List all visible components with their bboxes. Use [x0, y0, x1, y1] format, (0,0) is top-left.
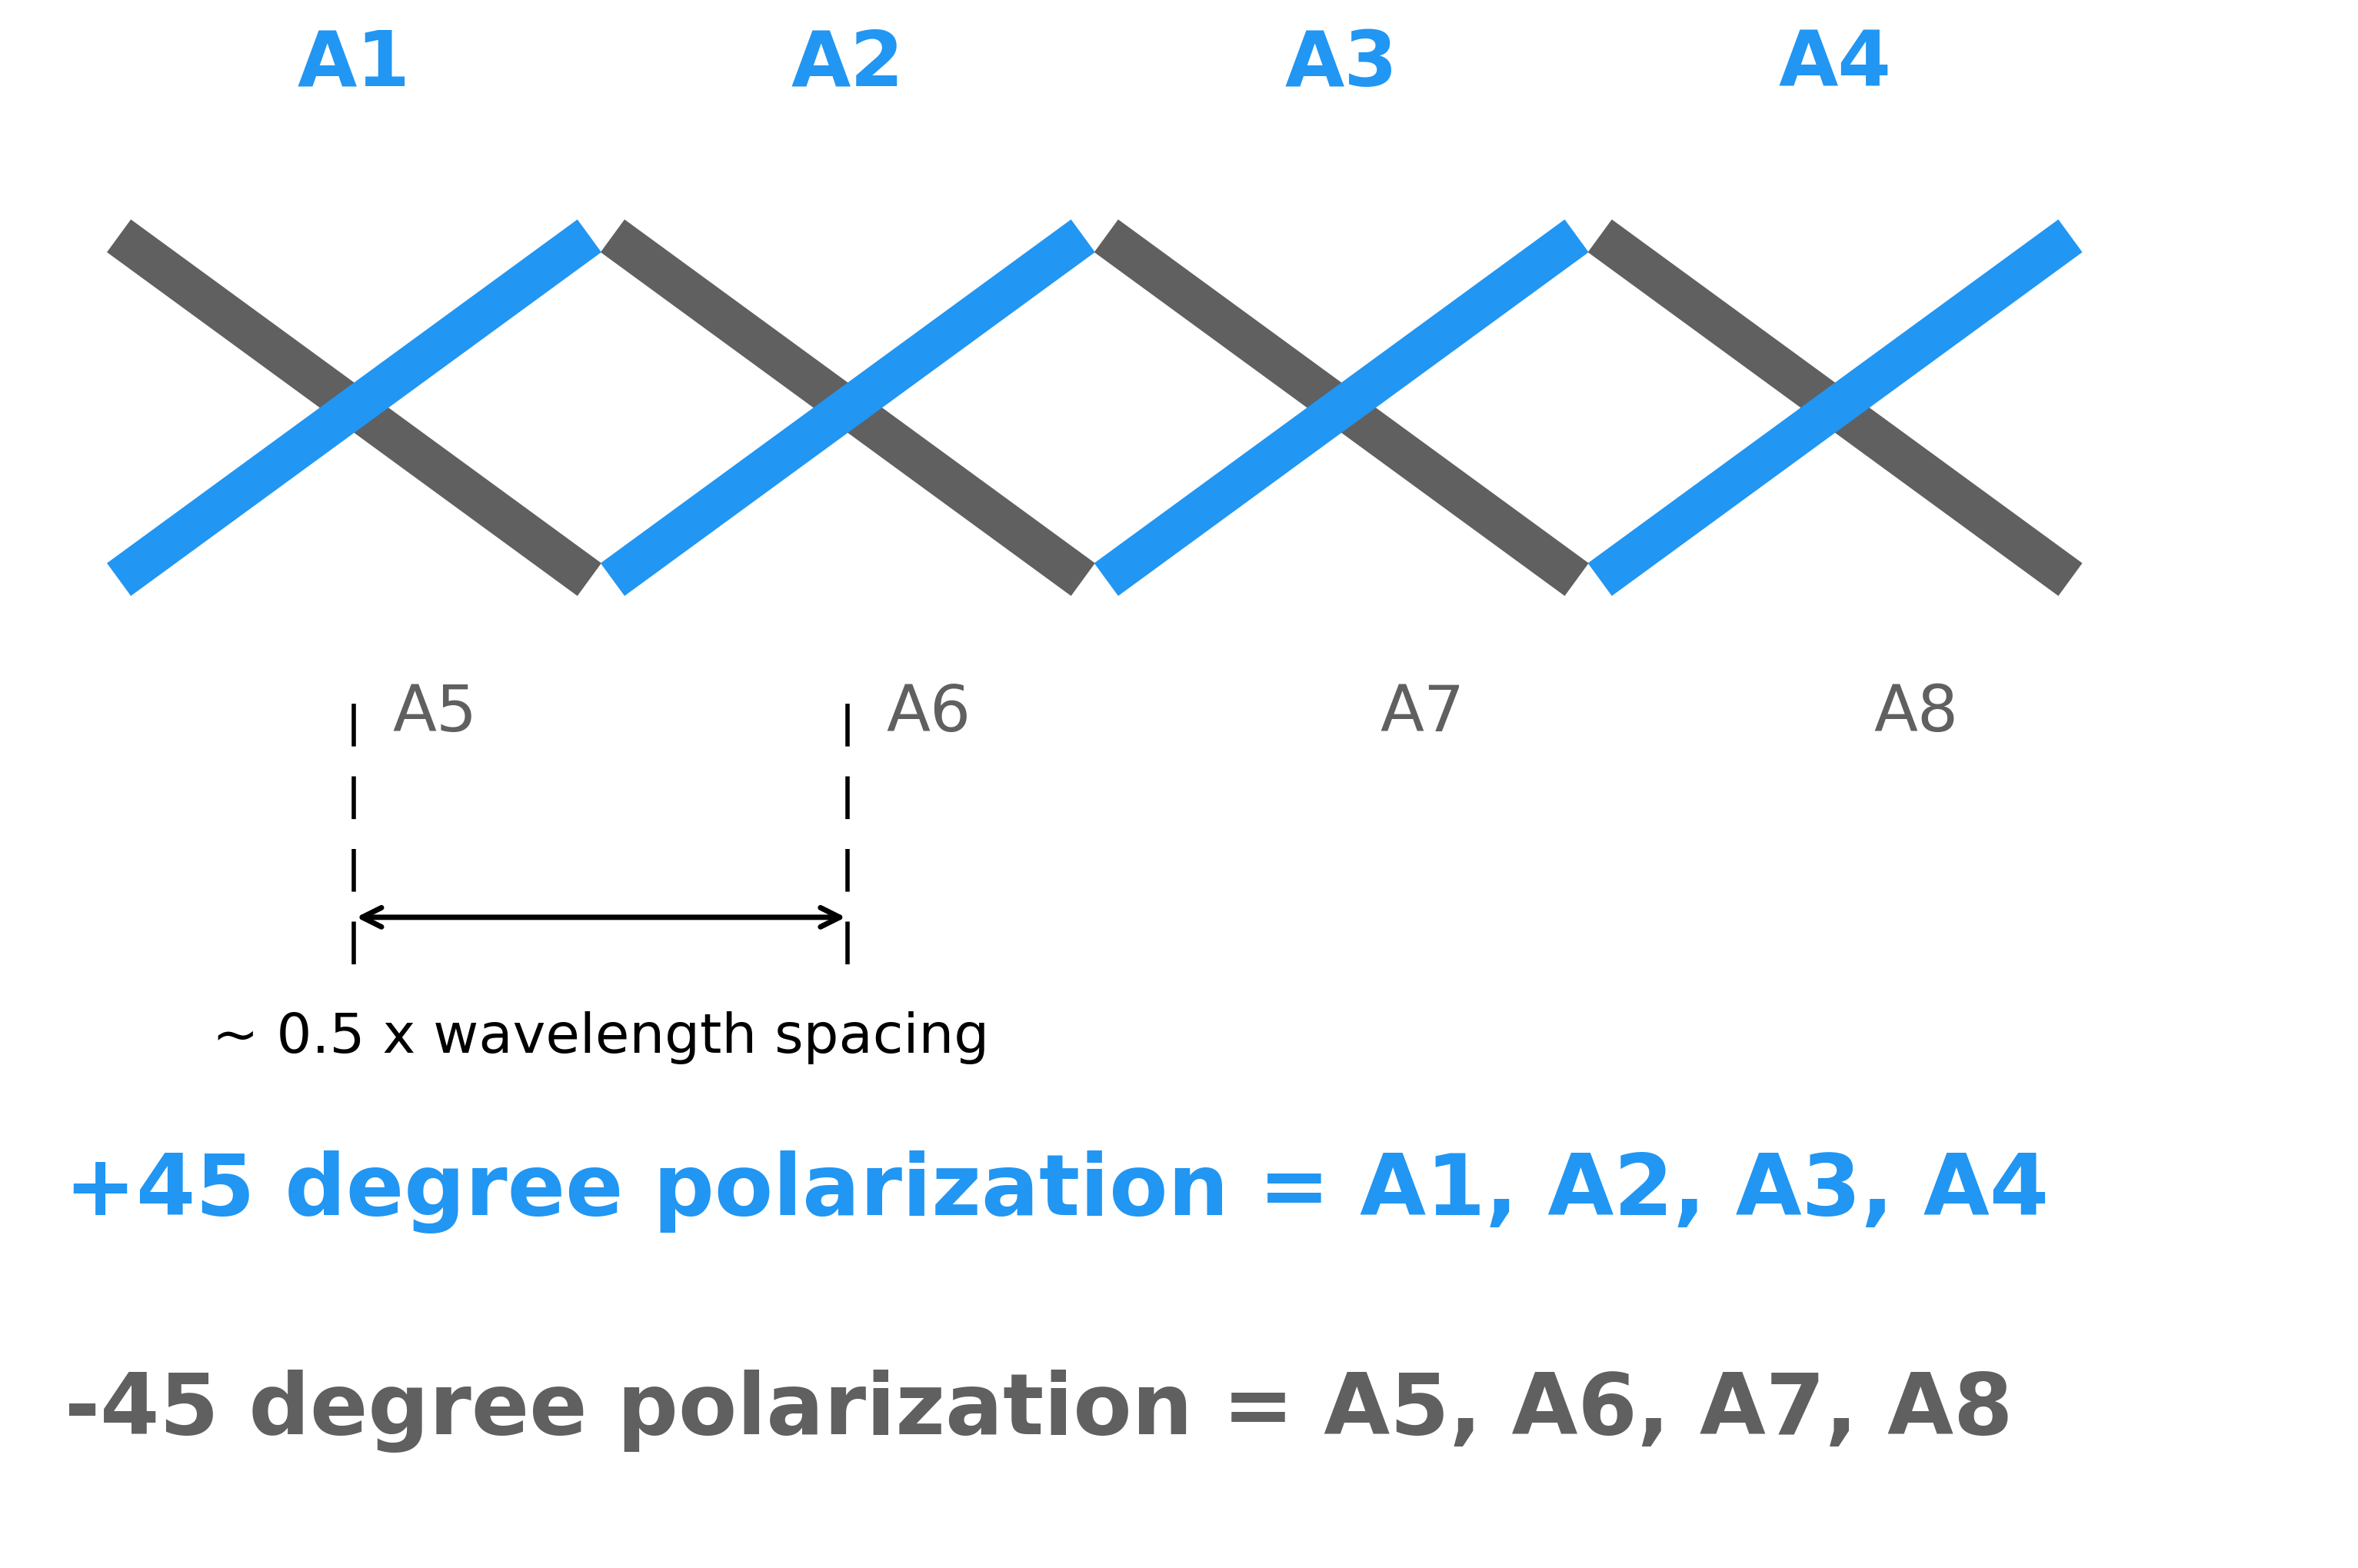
Text: A1: A1 — [297, 27, 410, 102]
Text: A8: A8 — [1875, 682, 1959, 745]
Text: A7: A7 — [1379, 682, 1464, 745]
Text: ~ 0.5 x wavelength spacing: ~ 0.5 x wavelength spacing — [212, 1011, 990, 1065]
Text: A3: A3 — [1285, 27, 1398, 102]
Text: A6: A6 — [887, 682, 971, 745]
Text: A5: A5 — [394, 682, 476, 745]
Text: -45 degree polarization = A5, A6, A7, A8: -45 degree polarization = A5, A6, A7, A8 — [64, 1370, 2014, 1452]
Text: A2: A2 — [792, 27, 905, 102]
Text: A4: A4 — [1778, 27, 1891, 102]
Text: +45 degree polarization = A1, A2, A3, A4: +45 degree polarization = A1, A2, A3, A4 — [64, 1151, 2049, 1232]
